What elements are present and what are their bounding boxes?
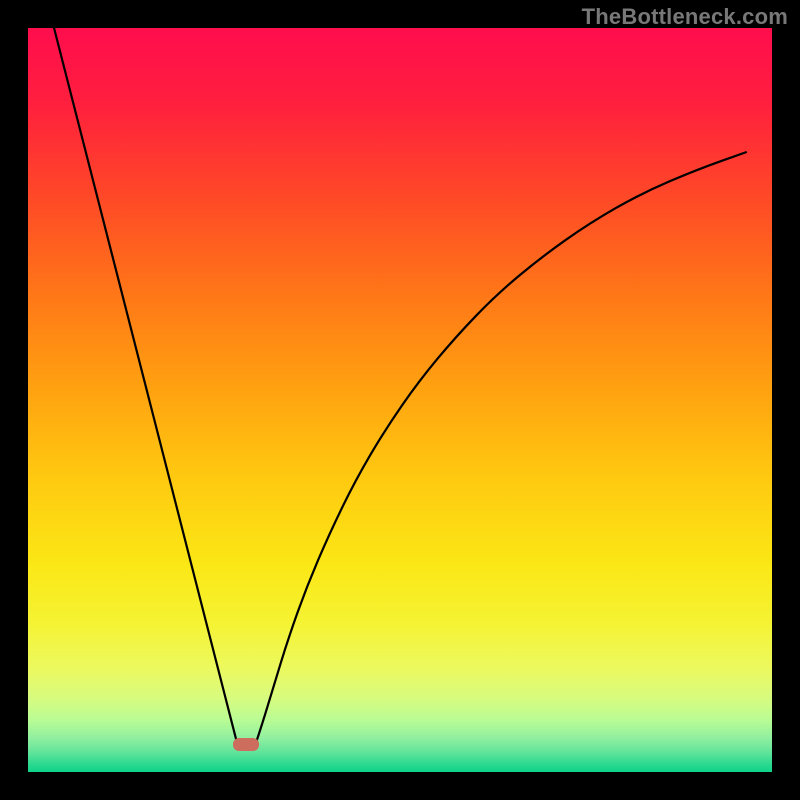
bottleneck-curve xyxy=(54,28,746,746)
chart-curve-svg xyxy=(0,0,800,800)
watermark-text: TheBottleneck.com xyxy=(582,4,788,30)
chart-container: TheBottleneck.com xyxy=(0,0,800,800)
optimal-point-marker xyxy=(233,738,260,751)
